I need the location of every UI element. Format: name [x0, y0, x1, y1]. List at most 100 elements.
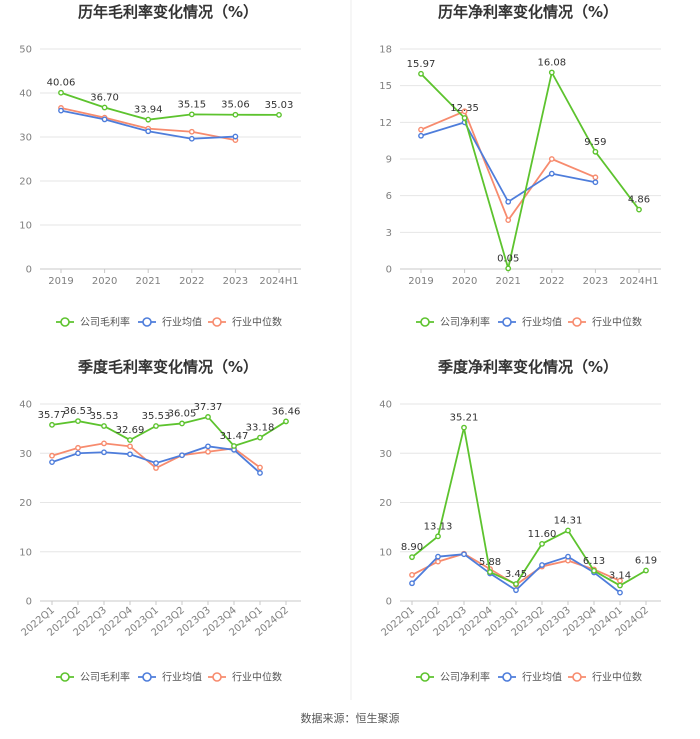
y-tick-label: 30 [19, 133, 32, 144]
data-label: 35.21 [450, 413, 479, 424]
data-label: 35.15 [177, 99, 206, 110]
data-label: 3.45 [505, 569, 527, 580]
chart-title-quarterly-gross: 季度毛利率变化情况（%） [78, 358, 258, 376]
data-point-avg [592, 179, 599, 186]
legend-marker [60, 317, 70, 327]
data-point-avg [58, 107, 64, 114]
data-point-median [101, 440, 107, 447]
legend-item-company[interactable]: 公司净利率 [416, 671, 490, 684]
chart-title-annual-net: 历年净利率变化情况（%） [438, 3, 618, 21]
data-point-company [409, 554, 415, 561]
data-point-company [487, 569, 493, 575]
data-label: 33.94 [134, 105, 163, 116]
series-line-company [51, 415, 287, 448]
x-tick-label: 2020 [452, 276, 477, 287]
data-point-avg [153, 460, 159, 466]
series-line-company [60, 91, 280, 121]
data-label: 36.46 [272, 406, 301, 417]
legend-label: 公司净利率 [440, 671, 490, 684]
y-tick-label: 30 [19, 449, 32, 460]
data-point-avg [145, 128, 152, 135]
data-point-avg [461, 551, 467, 558]
data-point-avg [539, 562, 545, 568]
data-point-company [257, 434, 263, 441]
data-point-company [548, 69, 555, 76]
plot-annual-gross: 0 10 20 30 40 50 2019 2020 2021 2022 2023 2024H1 40.… [19, 45, 301, 329]
data-point-avg [257, 470, 263, 476]
y-tick-label: 15 [379, 81, 392, 92]
legend-item-company[interactable]: 公司毛利率 [56, 671, 130, 684]
legend-label: 公司毛利率 [80, 316, 130, 329]
legend-item-median[interactable]: 行业中位数 [568, 316, 642, 329]
y-tick-label: 10 [19, 547, 32, 558]
data-label: 32.69 [116, 425, 145, 436]
data-point-company [188, 111, 195, 118]
y-tick-label: 6 [386, 191, 392, 202]
x-tick-label: 2024H1 [619, 276, 658, 287]
legend-item-avg[interactable]: 行业均值 [138, 671, 202, 684]
series-line-company [411, 427, 647, 587]
y-tick-label: 50 [19, 45, 32, 56]
data-point-company [101, 423, 107, 429]
legend-item-company[interactable]: 公司净利率 [416, 316, 490, 329]
data-label: 36.05 [168, 408, 197, 419]
legend-item-company[interactable]: 公司毛利率 [56, 316, 130, 329]
y-tick-label: 12 [379, 118, 392, 129]
data-label: 37.37 [194, 402, 223, 413]
legend-marker [502, 317, 512, 327]
data-point-company [643, 567, 649, 574]
legend-item-median[interactable]: 行业中位数 [208, 671, 282, 684]
x-tick-label: 2022 [539, 276, 564, 287]
data-point-avg [101, 116, 108, 123]
series-line-company [420, 69, 640, 269]
y-tick-label: 40 [379, 400, 392, 411]
data-point-company [565, 527, 571, 534]
data-label: 6.19 [635, 556, 657, 567]
legend-label: 行业中位数 [592, 671, 642, 684]
data-point-company [461, 115, 468, 121]
data-label: 16.08 [537, 57, 566, 68]
data-label: 3.14 [609, 571, 631, 582]
data-label: 11.60 [528, 529, 557, 540]
data-label: 31.47 [220, 431, 249, 442]
data-point-company [461, 424, 467, 431]
data-point-company [283, 418, 289, 425]
data-point-avg [513, 587, 519, 594]
data-point-avg [418, 132, 424, 139]
data-point-avg [505, 198, 512, 205]
data-point-median [75, 444, 81, 451]
data-point-avg [205, 443, 211, 450]
data-point-median [418, 126, 424, 133]
legend-marker [572, 672, 582, 682]
legend-marker [212, 672, 222, 682]
y-tick-label: 0 [386, 265, 392, 276]
data-point-company [101, 104, 108, 111]
legend-marker [142, 317, 152, 327]
plot-annual-net: 0 3 6 9 12 15 18 2019 2020 2021 2022 2023 2024H1 15.9… [379, 45, 661, 329]
data-label: 35.06 [221, 100, 250, 111]
data-point-avg [188, 135, 195, 142]
data-label: 0.05 [497, 253, 519, 264]
y-tick-label: 0 [26, 265, 32, 276]
legend-marker [420, 672, 430, 682]
data-label: 33.18 [246, 423, 275, 434]
y-tick-label: 20 [379, 498, 392, 509]
data-label: 35.03 [265, 100, 294, 111]
data-label: 12.35 [450, 103, 479, 114]
legend-item-median[interactable]: 行业中位数 [568, 671, 642, 684]
y-tick-label: 3 [386, 228, 392, 239]
y-tick-label: 18 [379, 45, 392, 56]
legend-item-avg[interactable]: 行业均值 [138, 316, 202, 329]
legend-item-avg[interactable]: 行业均值 [498, 671, 562, 684]
data-label: 13.13 [424, 521, 453, 532]
data-point-avg [101, 449, 107, 456]
data-point-company [231, 443, 237, 449]
y-tick-label: 40 [19, 89, 32, 100]
legend-label: 行业中位数 [232, 316, 282, 329]
data-label: 9.59 [584, 137, 606, 148]
legend-item-avg[interactable]: 行业均值 [498, 316, 562, 329]
data-point-median [505, 217, 512, 224]
data-point-avg [232, 133, 239, 140]
legend-item-median[interactable]: 行业中位数 [208, 316, 282, 329]
